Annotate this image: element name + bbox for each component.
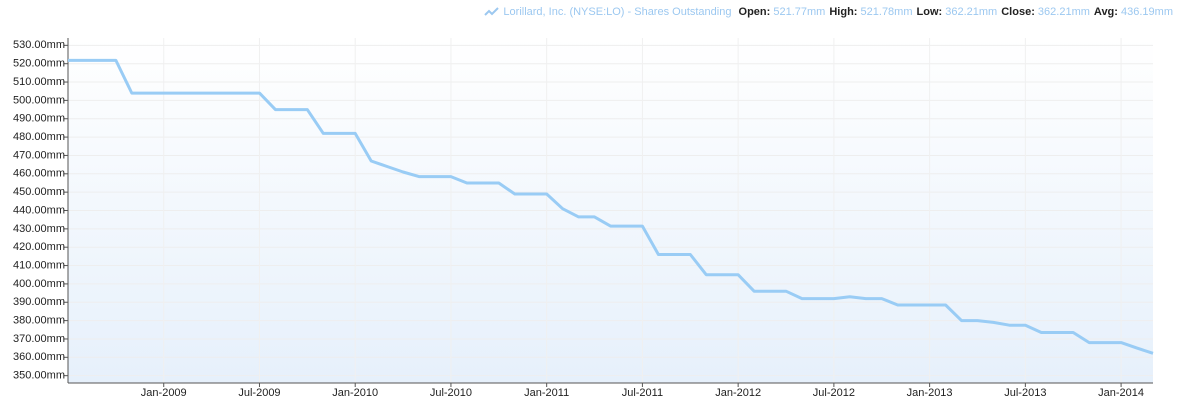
y-tick-label: 380.00mm [13, 315, 65, 327]
y-tick-label: 470.00mm [13, 149, 65, 161]
y-tick-label: 420.00mm [13, 241, 65, 253]
series-icon [484, 7, 500, 16]
stat-label: Avg: [1093, 6, 1118, 18]
y-tick-label: 370.00mm [13, 333, 65, 345]
series-name: Lorillard, Inc. (NYSE:LO) - Shares Outst… [503, 6, 732, 18]
x-tick-label: Jul-2012 [813, 387, 855, 399]
x-tick-label: Jul-2009 [238, 387, 280, 399]
y-tick-label: 350.00mm [13, 370, 65, 382]
stat-value: 521.77mm [773, 6, 826, 18]
stat-value: 362.21mm [1037, 6, 1090, 18]
x-tick-label: Jan-2014 [1098, 387, 1144, 399]
x-tick-label: Jul-2013 [1004, 387, 1046, 399]
y-tick-label: 480.00mm [13, 131, 65, 143]
series-line [68, 58, 1154, 355]
stat-label: Low: [916, 6, 943, 18]
y-tick-label: 360.00mm [13, 351, 65, 363]
y-tick-label: 460.00mm [13, 168, 65, 180]
header: Lorillard, Inc. (NYSE:LO) - Shares Outst… [484, 6, 1173, 18]
x-tick-label: Jan-2012 [715, 387, 761, 399]
stat-label: Open: [738, 6, 771, 18]
y-tick-label: 520.00mm [13, 58, 65, 70]
y-tick-label: 490.00mm [13, 113, 65, 125]
x-tick-label: Jan-2009 [141, 387, 187, 399]
y-tick-label: 500.00mm [13, 94, 65, 106]
stat-value: 436.19mm [1121, 6, 1173, 18]
y-tick-label: 430.00mm [13, 223, 65, 235]
y-tick-label: 400.00mm [13, 278, 65, 290]
y-tick-label: 410.00mm [13, 259, 65, 271]
y-tick-label: 510.00mm [13, 76, 65, 88]
stat-value: 362.21mm [945, 6, 998, 18]
y-tick-label: 450.00mm [13, 186, 65, 198]
y-tick-label: 440.00mm [13, 204, 65, 216]
stat-label: Close: [1001, 6, 1035, 18]
stat-label: High: [829, 6, 858, 18]
x-tick-label: Jul-2011 [622, 387, 663, 399]
stat-value: 521.78mm [860, 6, 913, 18]
x-tick-label: Jan-2010 [332, 387, 378, 399]
x-tick-label: Jan-2011 [524, 387, 569, 399]
x-tick-label: Jan-2013 [907, 387, 953, 399]
y-tick-label: 390.00mm [13, 296, 65, 308]
x-tick-label: Jul-2010 [430, 387, 472, 399]
y-tick-label: 530.00mm [13, 39, 65, 51]
